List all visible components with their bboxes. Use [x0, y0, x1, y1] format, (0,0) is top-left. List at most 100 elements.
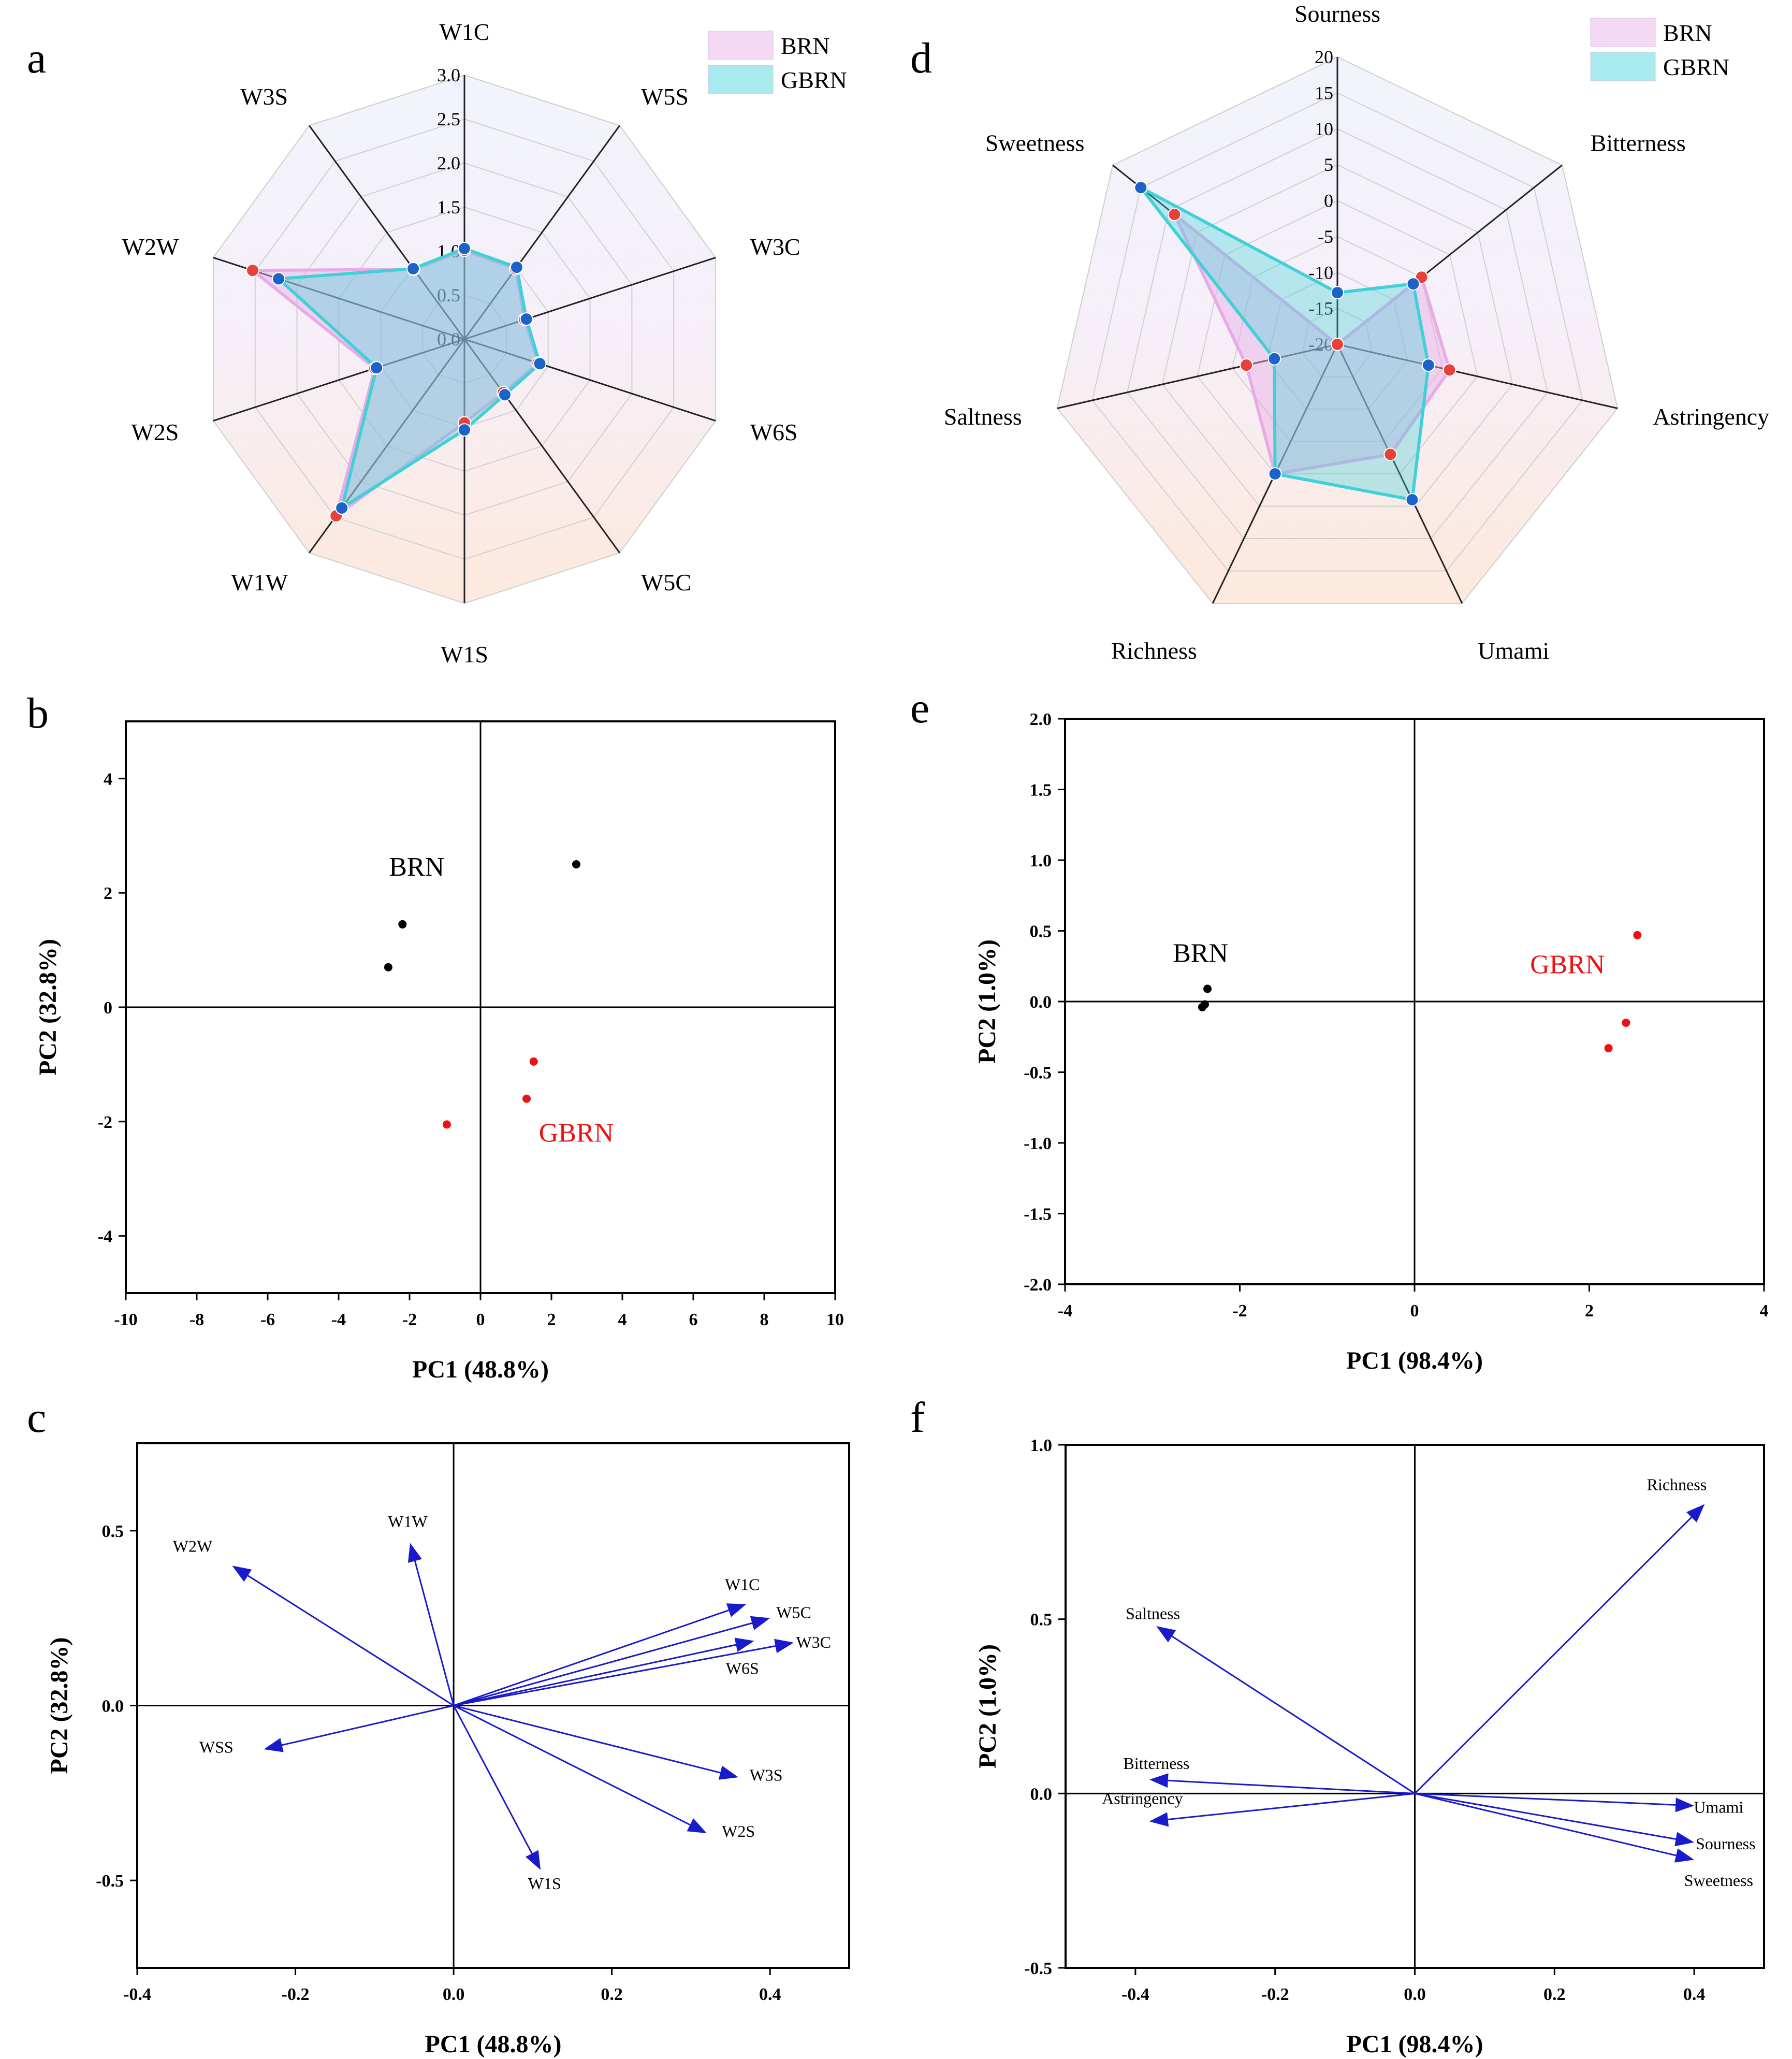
- arrowhead-w3s: [718, 1765, 739, 1780]
- loading-label-saltness: Saltness: [1126, 1604, 1180, 1623]
- radar-spoke: [464, 256, 716, 340]
- y-axis-title: PC2 (32.8%): [34, 939, 62, 1076]
- loading-label-w1s: W1S: [528, 1874, 561, 1893]
- radar-tick-label: 2.0: [437, 153, 460, 173]
- radar-gridline: [1197, 200, 1478, 475]
- x-tick-label: -0.4: [123, 1985, 151, 2004]
- x-tick-label: 4: [618, 1310, 627, 1329]
- radar-tick-label: 0.0: [437, 329, 460, 350]
- y-tick-label: -1.5: [1024, 1205, 1052, 1224]
- panel-letter: d: [910, 34, 932, 82]
- data-point-BRN: [1203, 984, 1212, 993]
- loading-arrow-w1c: [453, 1610, 729, 1706]
- radar-chart-d: d-20-15-10-505101520SournessBitternessAs…: [910, 1, 1769, 664]
- axis-label-w6s: W6S: [750, 419, 798, 445]
- arrowhead-w1s: [525, 1850, 541, 1870]
- x-tick-label: -0.4: [1121, 1985, 1149, 2004]
- arrowhead-w2w: [232, 1565, 252, 1582]
- loading-arrow-w1w: [414, 1560, 455, 1706]
- arrowhead-w2s: [687, 1818, 707, 1833]
- radar-point-BRN: [1240, 358, 1254, 372]
- loading-label-richness: Richness: [1647, 1475, 1707, 1494]
- axis-label-saltness: Saltness: [944, 403, 1022, 430]
- x-tick-label: 0.2: [1543, 1985, 1566, 2004]
- radar-point-GBRN: [533, 357, 547, 371]
- radar-point-GBRN: [509, 260, 523, 274]
- radar-tick-label: 1.5: [437, 197, 460, 218]
- radar-point-BRN: [245, 264, 259, 278]
- group-label-BRN: BRN: [389, 852, 444, 882]
- arrowhead-w1c: [726, 1603, 747, 1617]
- y-tick-label: -4: [98, 1227, 112, 1246]
- radar-point-GBRN: [406, 262, 420, 276]
- y-tick-label: 2.0: [1030, 710, 1052, 729]
- y-tick-label: 0.0: [1030, 1785, 1053, 1804]
- legend-label-BRN: BRN: [781, 33, 830, 59]
- panel-letter: a: [27, 34, 46, 82]
- radar-spoke: [1337, 343, 1618, 409]
- loading-arrow-w3s: [453, 1705, 721, 1774]
- x-tick-label: -2: [402, 1310, 417, 1329]
- loading-arrow-bitterness: [1168, 1779, 1415, 1794]
- y-axis-title: PC2 (32.8%): [46, 1637, 73, 1774]
- radar-point-BRN: [1443, 363, 1456, 377]
- x-tick-label: 0.4: [759, 1985, 781, 2004]
- x-tick-label: 4: [1760, 1301, 1769, 1321]
- arrowhead-w5c: [750, 1616, 770, 1630]
- radar-tick-label: 2.5: [437, 109, 460, 129]
- loading-arrow-sourness: [1415, 1792, 1676, 1840]
- radar-point-GBRN: [1331, 286, 1344, 300]
- y-tick-label: -2.0: [1024, 1275, 1052, 1295]
- data-point-GBRN: [1604, 1044, 1613, 1053]
- panel-letter: f: [910, 1394, 925, 1442]
- radar-tick-label: 0: [1324, 191, 1333, 211]
- radar-tick-label: -5: [1318, 226, 1333, 247]
- radar-gridline: [1266, 272, 1408, 410]
- y-tick-label: -0.5: [1024, 1959, 1052, 1978]
- x-axis-title: PC1 (48.8%): [425, 2031, 562, 2058]
- axis-label-w1w: W1W: [231, 569, 288, 596]
- radar-spoke: [1336, 344, 1463, 604]
- arrowhead-w1w: [407, 1543, 422, 1563]
- radar-tick-label: 3.0: [437, 65, 460, 85]
- radar-point-GBRN: [1134, 181, 1148, 195]
- arrowhead-saltness: [1156, 1626, 1176, 1643]
- y-tick-label: -0.5: [96, 1872, 124, 1891]
- group-label-BRN: BRN: [1173, 939, 1228, 968]
- axis-label-sourness: Sourness: [1294, 1, 1380, 27]
- data-point-BRN: [398, 920, 407, 929]
- y-tick-label: -1.0: [1024, 1134, 1052, 1153]
- loading-label-w5c: W5C: [776, 1603, 811, 1622]
- loading-label-wss: WSS: [199, 1738, 234, 1757]
- axis-label-w2w: W2W: [122, 234, 179, 260]
- x-tick-label: -4: [331, 1310, 346, 1329]
- x-tick-label: -0.2: [282, 1985, 310, 2004]
- loading-label-w3c: W3C: [796, 1633, 831, 1651]
- data-point-BRN: [1198, 1003, 1206, 1011]
- radar-gridline: [1127, 128, 1548, 540]
- group-label-GBRN: GBRN: [1530, 950, 1605, 979]
- loading-plot-f: f -0.4 -0.2 0.0 0.2 0.4 -0.5 0.0 0.5 1.0 PC1 (98.4…: [910, 1394, 1765, 2058]
- panel-letter: c: [27, 1394, 46, 1442]
- arrowhead-w3c: [774, 1639, 794, 1654]
- radar-gridline: [1056, 56, 1619, 604]
- arrowhead-wss: [264, 1738, 284, 1752]
- axis-label-w2s: W2S: [131, 419, 179, 445]
- x-tick-label: -6: [260, 1310, 275, 1329]
- x-axis-title: PC1 (48.8%): [412, 1356, 549, 1383]
- radar-point-GBRN: [1421, 358, 1435, 372]
- loading-label-w3s: W3S: [750, 1766, 783, 1785]
- x-tick-label: 0: [1410, 1301, 1419, 1321]
- data-point-GBRN: [529, 1057, 538, 1066]
- data-point-GBRN: [522, 1094, 531, 1103]
- loading-label-w1w: W1W: [388, 1512, 428, 1531]
- loading-label-bitterness: Bitterness: [1123, 1754, 1189, 1773]
- loading-label-astringency: Astringency: [1102, 1789, 1183, 1808]
- y-tick-label: 0.5: [1030, 1611, 1053, 1630]
- radar-spoke: [309, 125, 465, 340]
- y-tick-label: 2: [104, 884, 112, 903]
- scatter-plot-e: e -4 -2 0 2 4 -2.0 -1.5 -1.0 -0.5 0.0 0.5 1.0 1.5 2.0 P…: [910, 684, 1769, 1374]
- radar-series-BRN: [1173, 213, 1451, 476]
- radar-point-GBRN: [272, 272, 286, 286]
- radar-gridline: [1091, 92, 1583, 572]
